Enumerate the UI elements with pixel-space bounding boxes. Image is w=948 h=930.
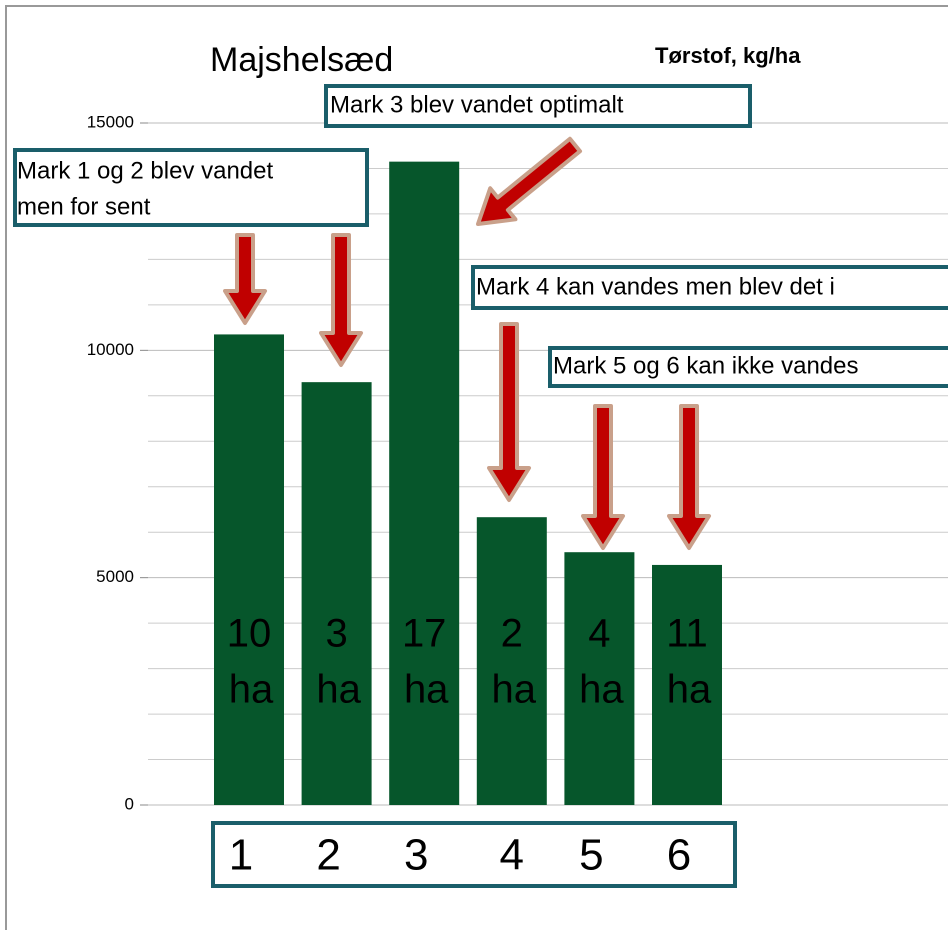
x-tick-label: 3 — [404, 831, 428, 880]
bar — [301, 382, 372, 805]
bar — [564, 552, 635, 805]
x-tick-label: 1 — [229, 831, 253, 880]
bar-label: ha — [316, 668, 361, 712]
arrow — [476, 136, 583, 226]
x-tick-label: 5 — [579, 831, 603, 880]
bar — [389, 161, 460, 805]
bar-label: ha — [229, 668, 274, 712]
arrow — [487, 322, 531, 502]
bar-label: ha — [579, 668, 624, 712]
annotation-box — [13, 148, 369, 227]
arrow — [223, 233, 267, 325]
x-tick-label: 6 — [667, 831, 691, 880]
annotation-box — [548, 346, 948, 388]
y-tick-label: 0 — [125, 794, 134, 813]
y-tick-label: 10000 — [87, 340, 134, 359]
bar-label: 3 — [325, 612, 347, 656]
arrow — [667, 404, 711, 550]
bar — [214, 334, 284, 805]
annotation-box — [471, 265, 948, 310]
bar-label: ha — [667, 668, 712, 712]
annotation-text: Mark 5 og 6 kan ikke vandes — [553, 352, 859, 379]
category-box — [211, 821, 737, 888]
bar — [652, 564, 722, 805]
bar-label: 10 — [227, 612, 272, 656]
y-tick-label: 5000 — [96, 567, 134, 586]
bar-label: 4 — [588, 612, 610, 656]
bar-label: ha — [492, 668, 537, 712]
annotation-text: men for sent — [17, 193, 151, 220]
arrow — [319, 233, 363, 367]
annotation-box — [324, 84, 752, 128]
chart-subtitle: Tørstof, kg/ha — [655, 43, 801, 68]
bar — [476, 517, 547, 805]
x-tick-label: 2 — [316, 831, 340, 880]
arrow — [581, 404, 625, 550]
annotation-text: Mark 3 blev vandet optimalt — [330, 91, 624, 118]
bar-label: ha — [404, 668, 449, 712]
bar-label: 11 — [666, 612, 708, 656]
x-tick-label: 4 — [500, 831, 524, 880]
bar-label: 2 — [501, 612, 523, 656]
y-tick-label: 15000 — [87, 112, 134, 131]
chart-title: Majshelsæd — [210, 41, 393, 79]
bar-label: 17 — [402, 612, 447, 656]
annotation-text: Mark 1 og 2 blev vandet — [17, 157, 273, 184]
annotation-text: Mark 4 kan vandes men blev det i — [476, 273, 835, 300]
